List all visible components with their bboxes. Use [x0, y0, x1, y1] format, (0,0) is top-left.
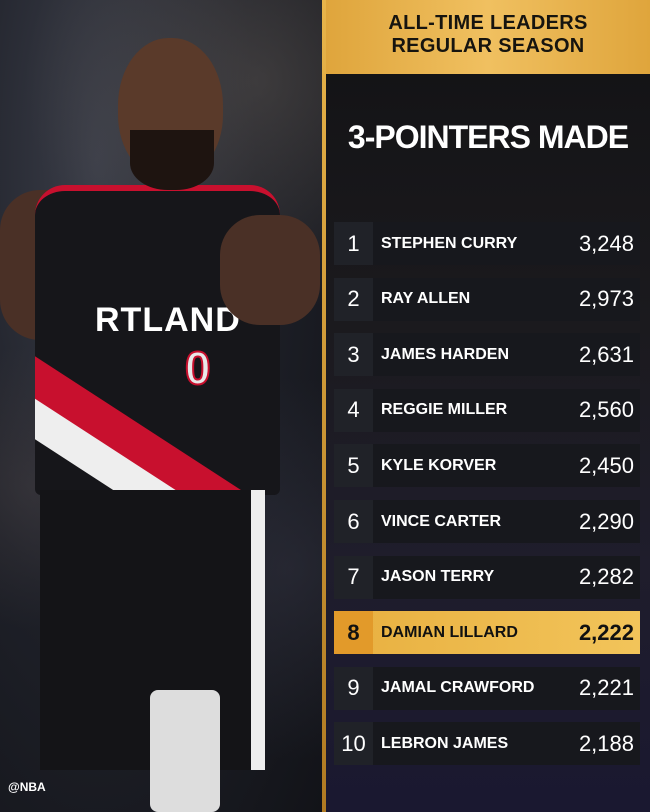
- rank-text: 7: [347, 564, 360, 590]
- rank: 6: [334, 500, 373, 543]
- rank-text: 10: [341, 730, 366, 756]
- rank-text: 1: [347, 230, 360, 256]
- rank-text: 8: [347, 619, 360, 645]
- player-name-text: JAMES HARDEN: [381, 345, 510, 363]
- player-name-text: STEPHEN CURRY: [381, 234, 518, 252]
- three-pointers-value: 2,560: [579, 389, 640, 432]
- player-name: VINCE CARTER: [373, 500, 579, 543]
- rank-text: 5: [347, 452, 360, 478]
- rank: 1: [334, 222, 373, 265]
- jersey-red-stripe: [35, 344, 269, 495]
- stat-title: 3-POINTERS MADE: [347, 119, 629, 155]
- rank: 9: [334, 666, 373, 710]
- player-photo: RTLAND 0 @NBA: [0, 0, 322, 812]
- jersey: RTLAND 0: [35, 185, 280, 495]
- right-arm: [220, 215, 320, 325]
- three-pointers-value: 2,631: [579, 333, 640, 376]
- value-text: 2,188: [578, 730, 634, 756]
- player-name-text: DAMIAN LILLARD: [381, 623, 518, 641]
- three-pointers-value: 2,290: [579, 500, 640, 543]
- header-line-2: REGULAR SEASON: [391, 35, 585, 57]
- rank: 5: [334, 444, 373, 488]
- leader-row: 2 RAY ALLEN 2,973: [334, 277, 640, 321]
- rank: 4: [334, 388, 373, 432]
- rank: 10: [334, 722, 373, 766]
- value-text: 2,221: [578, 675, 634, 701]
- value-text: 2,282: [578, 564, 634, 590]
- player-name: JAMAL CRAWFORD: [373, 667, 579, 710]
- player-name: LEBRON JAMES: [373, 722, 579, 765]
- three-pointers-value: 2,282: [579, 556, 640, 599]
- rank-text: 9: [347, 675, 360, 701]
- leader-row: 8 DAMIAN LILLARD 2,222: [334, 611, 640, 655]
- three-pointers-value: 3,248: [579, 222, 640, 265]
- leader-row: 6 VINCE CARTER 2,290: [334, 500, 640, 543]
- leaders-panel: ALL-TIME LEADERS REGULAR SEASON 3-POINTE…: [326, 0, 650, 812]
- rank-text: 2: [347, 286, 360, 312]
- three-pointers-value: 2,188: [579, 722, 640, 765]
- leader-row: 7 JASON TERRY 2,282: [334, 555, 640, 599]
- rank-text: 4: [347, 397, 360, 423]
- nba-watermark: @NBA: [8, 780, 46, 794]
- rank: 3: [334, 333, 373, 377]
- player-name: JAMES HARDEN: [373, 333, 579, 376]
- player-name: RAY ALLEN: [373, 278, 579, 321]
- player-name-text: RAY ALLEN: [381, 290, 471, 308]
- player-name: KYLE KORVER: [373, 444, 579, 487]
- player-name-text: JASON TERRY: [381, 568, 495, 586]
- three-pointers-value: 2,450: [579, 444, 640, 487]
- player-name-text: VINCE CARTER: [381, 512, 502, 530]
- value-text: 2,450: [578, 452, 634, 478]
- player-name: JASON TERRY: [373, 556, 579, 599]
- leader-row: 9 JAMAL CRAWFORD 2,221: [334, 666, 640, 710]
- value-text: 2,222: [578, 619, 634, 645]
- player-name-text: JAMAL CRAWFORD: [381, 679, 535, 697]
- player-name: STEPHEN CURRY: [373, 222, 579, 265]
- jersey-text: RTLAND: [95, 301, 241, 339]
- player-name-text: KYLE KORVER: [381, 456, 497, 474]
- leg-sleeve: [150, 690, 220, 812]
- leader-row: 10 LEBRON JAMES 2,188: [334, 722, 640, 766]
- rank-text: 3: [347, 341, 360, 367]
- leader-row: 1 STEPHEN CURRY 3,248: [334, 222, 640, 265]
- rank: 8: [334, 611, 373, 655]
- value-text: 2,631: [578, 341, 634, 367]
- header-banner: ALL-TIME LEADERS REGULAR SEASON: [326, 0, 650, 74]
- player-name: DAMIAN LILLARD: [373, 611, 579, 654]
- value-text: 2,560: [578, 397, 634, 423]
- value-text: 2,973: [578, 286, 634, 312]
- three-pointers-value: 2,221: [579, 667, 640, 710]
- gold-divider: [322, 0, 326, 812]
- value-text: 2,290: [578, 508, 634, 534]
- header-line-1: ALL-TIME LEADERS: [388, 12, 588, 34]
- jersey-number: 0: [184, 341, 212, 395]
- leader-row: 5 KYLE KORVER 2,450: [334, 444, 640, 488]
- leader-row: 3 JAMES HARDEN 2,631: [334, 333, 640, 377]
- rank: 7: [334, 555, 373, 599]
- rank-text: 6: [347, 508, 360, 534]
- value-text: 3,248: [578, 230, 634, 256]
- three-pointers-value: 2,973: [579, 278, 640, 321]
- player-name-text: LEBRON JAMES: [381, 734, 509, 752]
- player-name-text: REGGIE MILLER: [381, 401, 508, 419]
- player-name: REGGIE MILLER: [373, 389, 579, 432]
- player-beard: [130, 130, 214, 190]
- rank: 2: [334, 277, 373, 321]
- three-pointers-value: 2,222: [579, 611, 640, 654]
- leader-row: 4 REGGIE MILLER 2,560: [334, 388, 640, 432]
